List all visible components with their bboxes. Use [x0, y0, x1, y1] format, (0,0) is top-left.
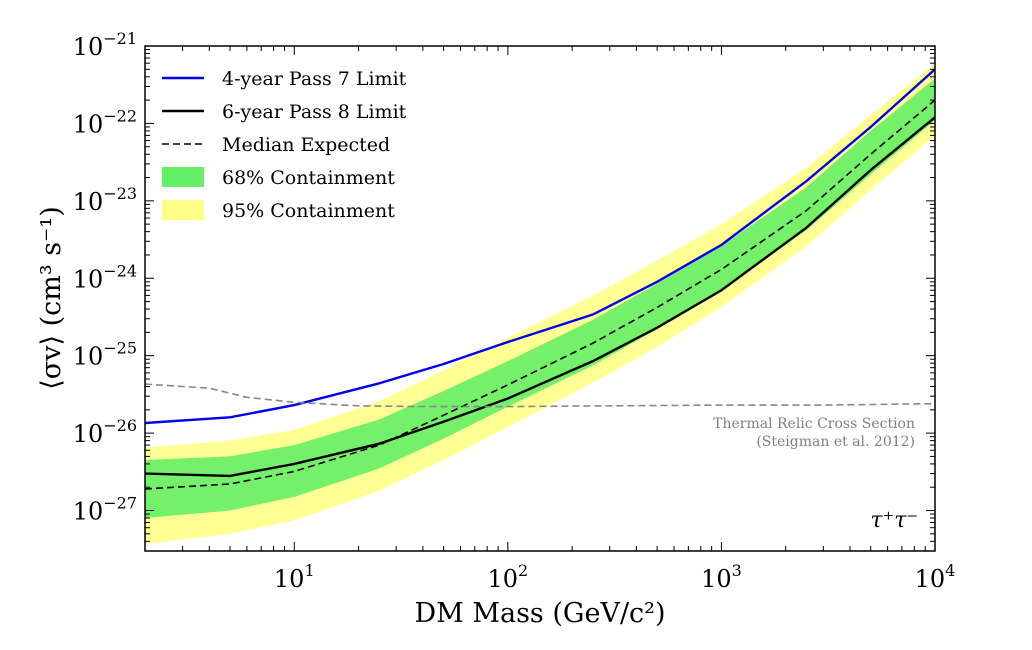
legend-label-median-expected: Median Expected: [222, 134, 390, 156]
legend-label-4-year-pass-7-limit: 4-year Pass 7 Limit: [222, 68, 407, 90]
y-tick-label: 10−22: [73, 106, 137, 138]
x-tick-label: 104: [915, 561, 956, 593]
legend-label-68-containment: 68% Containment: [222, 167, 395, 189]
x-tick-label: 103: [701, 561, 742, 593]
y-tick-label: 10−24: [73, 261, 137, 293]
plot-frame: [144, 45, 936, 552]
legend-swatch-95-containment: [162, 200, 204, 220]
legend: 4-year Pass 7 Limit 6-year Pass 8 Limit Me…: [162, 68, 407, 222]
line-6-year-pass-8-limit: [145, 116, 935, 478]
legend-label-95-containment: 95% Containment: [222, 200, 395, 222]
band-95-containment: [145, 63, 935, 544]
relic-annotation-ref: (Steigman et al. 2012): [756, 434, 915, 450]
series-lines: [145, 68, 935, 490]
relic-annotation-title: Thermal Relic Cross Section: [713, 416, 915, 432]
line-median-expected: [145, 99, 935, 490]
channel-label: τ⁺τ⁻: [870, 508, 918, 533]
y-tick-label: 10−27: [73, 494, 137, 526]
line-4-year-pass-7-limit: [145, 68, 935, 425]
y-tick-label: 10−25: [73, 339, 137, 371]
axis-ticks: 101 102 103 104 10−27 10−26 10−25 10−24 10−23 10−…: [73, 29, 956, 593]
line-thermal-relic-cross-section: [145, 383, 935, 408]
legend-label-6-year-pass-8-limit: 6-year Pass 8 Limit: [222, 101, 407, 123]
annotations: Thermal Relic Cross Section (Steigman et …: [713, 416, 918, 533]
x-tick-label: 102: [487, 561, 528, 593]
y-tick-label: 10−21: [73, 29, 137, 61]
containment-bands: [145, 63, 935, 544]
x-axis-label: DM Mass (GeV/c²): [414, 598, 665, 629]
band-68-containment: [145, 78, 935, 519]
x-tick-label: 101: [274, 561, 315, 593]
legend-swatch-68-containment: [162, 167, 204, 187]
y-tick-label: 10−23: [73, 184, 137, 216]
y-tick-label: 10−26: [73, 416, 137, 448]
y-axis-label: ⟨σv⟩ (cm³ s⁻¹): [36, 206, 67, 389]
